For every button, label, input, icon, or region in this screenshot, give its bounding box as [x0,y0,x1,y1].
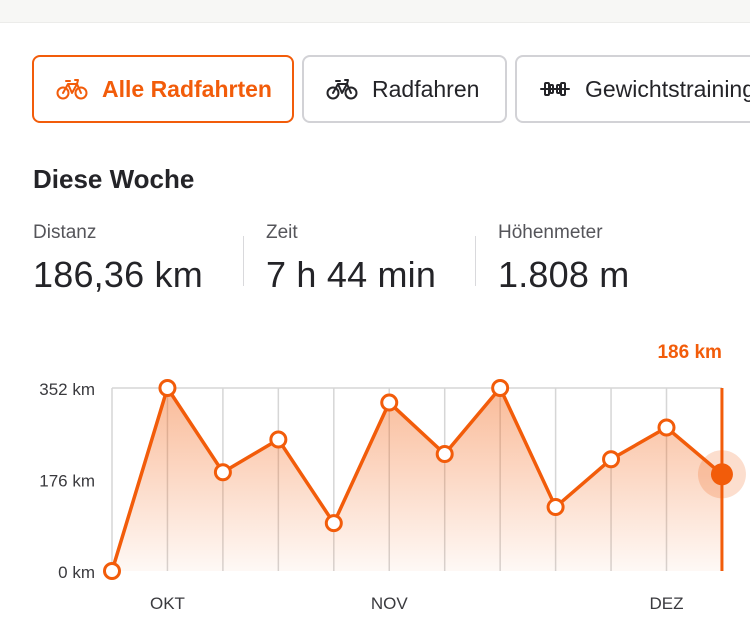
current-week-value-label: 186 km [657,342,721,363]
data-point[interactable] [103,562,121,580]
stat-time: Zeit 7 h 44 min [266,222,436,296]
stat-label: Höhenmeter [498,222,603,243]
tab-weight-training[interactable]: Gewichtstraining [515,55,750,123]
tab-cycling[interactable]: Radfahren [302,55,507,123]
stat-divider [475,236,476,286]
data-point[interactable] [213,463,232,482]
data-point[interactable] [324,514,343,533]
bike-icon [56,78,88,100]
tab-all-rides[interactable]: Alle Radfahrten [32,55,294,123]
x-tick-label: OKT [150,594,185,613]
stat-value: 7 h 44 min [266,254,437,295]
stat-divider [243,236,244,286]
stat-value: 1.808 m [498,254,630,295]
y-tick-label: 0 km [58,563,95,582]
data-point[interactable] [158,379,177,397]
stat-label: Distanz [33,222,97,243]
data-point[interactable] [435,445,454,464]
tab-label: Alle Radfahrten [102,75,272,102]
y-tick-label: 352 km [39,380,95,399]
bike-icon [326,78,358,100]
stat-value: 186,36 km [33,254,203,295]
x-tick-label: NOV [371,594,409,613]
data-point[interactable] [602,450,621,469]
stat-elevation: Höhenmeter 1.808 m [498,222,629,296]
tab-label: Gewichtstraining [585,75,750,102]
top-bar [0,0,750,23]
activity-filter-tabs: Alle Radfahrten Radfahren Gewichtstraini… [32,55,750,127]
dumbbell-icon [539,78,571,100]
data-point[interactable] [657,418,676,437]
weekly-distance-chart[interactable]: 0 km 176 km 352 km OKT NOV DEZ 186 km [0,330,750,632]
y-tick-label: 176 km [39,472,95,491]
data-point[interactable] [269,430,288,449]
series-area [112,388,722,571]
data-point[interactable] [380,393,399,412]
stat-label: Zeit [266,222,298,243]
x-tick-label: DEZ [650,594,684,613]
stat-distance: Distanz 186,36 km [33,222,203,296]
data-point[interactable] [546,498,565,517]
data-point-current[interactable] [710,463,733,486]
series-line [110,386,724,573]
data-point[interactable] [491,379,510,397]
section-title: Diese Woche [33,164,195,194]
tab-label: Radfahren [372,75,480,102]
